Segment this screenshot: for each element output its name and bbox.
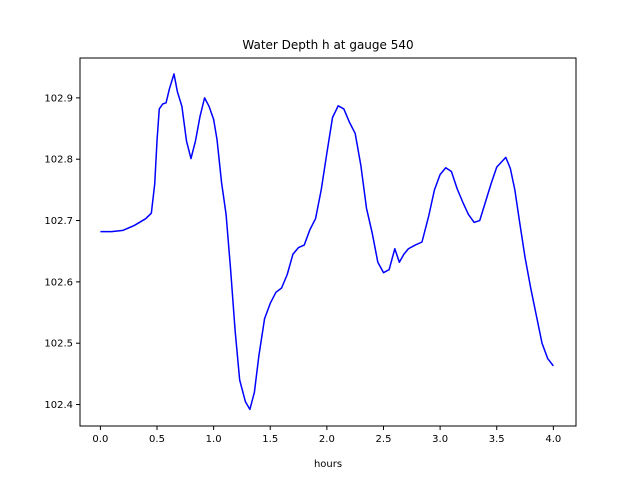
y-tick-label: 102.8 xyxy=(44,155,73,166)
x-tick-label: 2.5 xyxy=(376,434,392,445)
y-tick-label: 102.4 xyxy=(44,400,73,411)
x-tick-label: 3.5 xyxy=(489,434,505,445)
x-tick-label: 2.0 xyxy=(319,434,335,445)
x-tick-label: 4.0 xyxy=(545,434,561,445)
series-line xyxy=(100,73,554,411)
y-tick-label: 102.7 xyxy=(44,216,73,227)
plot-frame xyxy=(79,57,577,427)
x-tick-label: 1.0 xyxy=(206,434,222,445)
chart-title: Water Depth h at gauge 540 xyxy=(242,38,413,52)
y-tick-label: 102.5 xyxy=(44,339,73,350)
y-tick-label: 102.6 xyxy=(44,277,73,288)
x-tick-label: 3.0 xyxy=(432,434,448,445)
y-tick-label: 102.9 xyxy=(44,93,73,104)
x-tick-label: 0.5 xyxy=(149,434,165,445)
x-tick-label: 1.5 xyxy=(262,434,278,445)
x-axis-label: hours xyxy=(314,459,342,470)
x-tick-label: 0.0 xyxy=(92,434,108,445)
